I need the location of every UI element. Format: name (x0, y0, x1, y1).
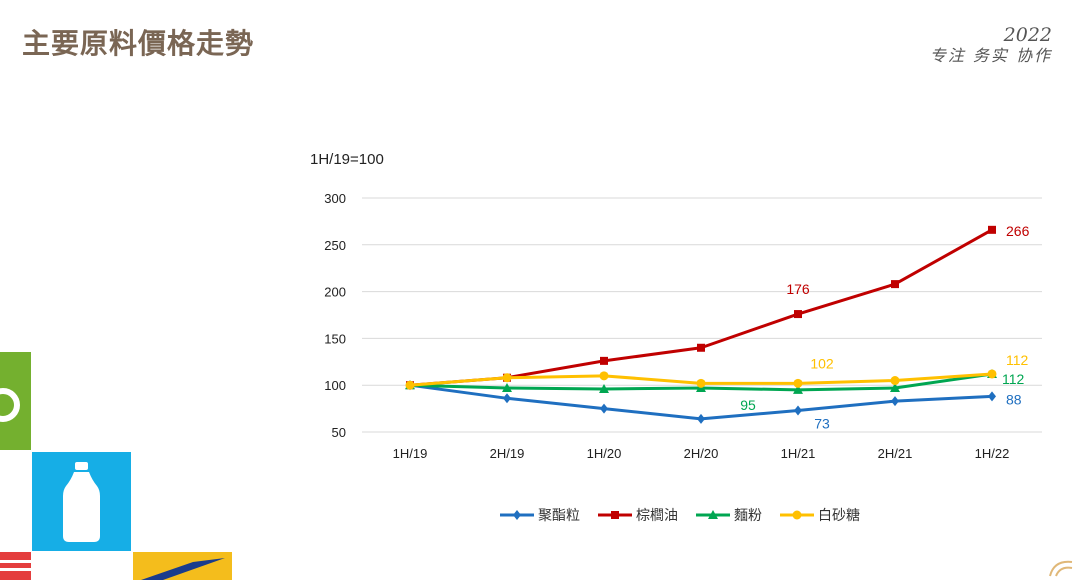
data-point (502, 383, 512, 393)
data-point (794, 405, 802, 416)
data-label: 73 (814, 415, 830, 431)
legend-label: 白砂糖 (818, 508, 860, 524)
data-point (697, 413, 705, 424)
red-tile-decoration (0, 552, 31, 580)
data-point (988, 391, 996, 402)
data-point (793, 378, 803, 388)
data-label: 266 (1006, 223, 1030, 239)
x-tick-label: 2H/21 (878, 446, 913, 461)
data-point (405, 380, 415, 390)
green-tile-decoration (0, 352, 31, 450)
bottle-icon (63, 462, 100, 542)
legend-item: 棕櫚油 (598, 505, 678, 525)
y-tick-label: 50 (332, 425, 346, 440)
brand-slogan: 专注 务实 协作 (929, 46, 1052, 65)
legend-item: 白砂糖 (780, 505, 860, 525)
data-point (697, 343, 705, 352)
series-line (409, 228, 993, 387)
y-tick-label: 150 (324, 331, 346, 346)
data-point (793, 384, 803, 394)
x-tick-label: 2H/19 (490, 446, 525, 461)
legend-label: 聚酯粒 (538, 508, 580, 524)
data-point (600, 356, 608, 365)
data-point (890, 383, 900, 393)
data-point (988, 225, 996, 234)
chart-legend: 聚酯粒 棕櫚油 麵粉 白砂糖 (500, 505, 860, 525)
legend-swatch (696, 510, 730, 519)
page-title: 主要原料價格走勢 (22, 27, 255, 60)
data-point (794, 310, 802, 319)
bottle-tile-decoration (32, 452, 131, 551)
data-label: 95 (740, 397, 756, 413)
y-tick-label: 200 (324, 285, 346, 300)
legend-label: 麵粉 (734, 508, 762, 524)
data-label: 112 (1006, 352, 1029, 368)
data-point (890, 376, 900, 386)
x-tick-label: 1H/19 (393, 446, 428, 461)
x-tick-label: 1H/22 (975, 446, 1010, 461)
arrow-shape-icon (141, 558, 225, 580)
data-point (502, 373, 512, 383)
data-point (503, 393, 511, 404)
legend-item: 麵粉 (696, 505, 762, 525)
legend-swatch (500, 510, 534, 520)
y-tick-label: 100 (324, 378, 346, 393)
price-trend-chart: 1H/19=100 300 250 200 150 100 50 1H/19 2H/19 1H/2… (310, 151, 1042, 461)
data-point (696, 378, 706, 388)
swirl-icon (1049, 560, 1073, 577)
data-label: 112 (1002, 371, 1025, 387)
data-point (600, 403, 608, 414)
legend-swatch (780, 510, 814, 520)
y-tick-label: 300 (324, 191, 346, 206)
legend-item: 聚酯粒 (500, 505, 580, 525)
data-point (599, 383, 609, 393)
data-point (891, 396, 899, 407)
data-label: 176 (786, 281, 810, 297)
legend-label: 棕櫚油 (636, 508, 678, 524)
x-tick-label: 1H/20 (587, 446, 622, 461)
y-tick-label: 250 (324, 238, 346, 253)
brand-mark: 2022 专注 务实 协作 (930, 24, 1052, 66)
x-tick-label: 1H/21 (781, 446, 816, 461)
x-tick-label: 2H/20 (684, 446, 719, 461)
data-point (987, 369, 997, 379)
data-point (891, 280, 899, 289)
data-point (599, 371, 609, 381)
data-label: 102 (810, 355, 834, 371)
legend-swatch (598, 511, 632, 519)
ring-icon (0, 388, 20, 422)
y-axis-label: 1H/19=100 (310, 151, 384, 168)
brand-year: 2022 (1003, 24, 1052, 46)
yellow-tile-decoration (133, 552, 232, 580)
data-label: 88 (1006, 391, 1022, 407)
